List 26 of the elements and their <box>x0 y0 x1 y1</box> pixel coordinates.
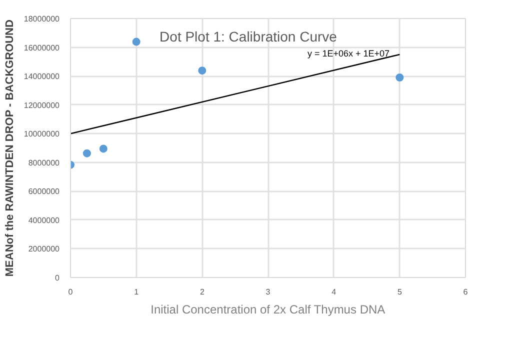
y-tick-label: 10000000 <box>24 130 60 139</box>
y-tick-label: 2000000 <box>28 244 60 254</box>
x-tick-label: 4 <box>332 288 337 296</box>
text: Dot Plot 1: Calibration Curve <box>160 28 338 45</box>
point <box>82 149 91 158</box>
point <box>198 66 206 75</box>
y-tick-label: 4000000 <box>28 216 60 225</box>
annotation: y = 1E+06x + 1E+07 <box>308 48 390 59</box>
x-tick-label: 3 <box>266 288 271 296</box>
x-tick-label: 5 <box>397 288 402 296</box>
point <box>99 144 108 153</box>
y-tick-label: 12000000 <box>24 100 60 110</box>
x-tick-label: 2 <box>200 288 205 296</box>
y-tick-label: 6000000 <box>28 187 60 196</box>
x-tick-label: 0 <box>68 288 74 296</box>
x-tick-label: 1 <box>134 288 140 296</box>
y-tick-label: 16000000 <box>24 43 60 52</box>
x-tick-label: 6 <box>463 288 468 296</box>
y-axis-title: MEANof the RAWINTDEN DROP - BACKGROUND <box>4 20 16 277</box>
point <box>132 38 140 46</box>
y-tick-label: 0 <box>55 274 60 282</box>
y-tick-label: 18000000 <box>24 14 60 24</box>
point <box>396 74 404 82</box>
x-axis-title: Initial Concentration of 2x Calf Thymus DNA <box>150 302 386 316</box>
y-tick-label: 8000000 <box>28 158 60 168</box>
y-tick-label: 14000000 <box>24 72 60 82</box>
